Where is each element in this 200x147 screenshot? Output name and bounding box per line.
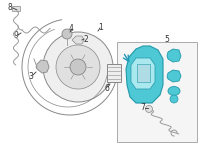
Text: 2: 2 — [84, 35, 88, 44]
Text: 6: 6 — [105, 83, 109, 92]
Circle shape — [62, 29, 72, 39]
Text: 8: 8 — [8, 2, 12, 11]
Circle shape — [146, 106, 153, 112]
Text: 4: 4 — [69, 24, 73, 32]
Ellipse shape — [168, 86, 180, 96]
Circle shape — [43, 32, 113, 102]
Text: 1: 1 — [99, 22, 103, 31]
Circle shape — [70, 59, 86, 75]
Polygon shape — [167, 70, 181, 82]
Polygon shape — [36, 60, 49, 73]
Bar — [107, 64, 121, 82]
Text: 9: 9 — [14, 30, 18, 40]
Circle shape — [56, 45, 100, 89]
Polygon shape — [72, 36, 84, 44]
Text: 5: 5 — [165, 35, 169, 44]
Text: 3: 3 — [29, 71, 33, 81]
Text: 7: 7 — [141, 103, 145, 112]
Polygon shape — [131, 58, 155, 89]
Bar — [137, 64, 150, 82]
Circle shape — [170, 95, 178, 103]
Bar — [12, 6, 20, 11]
Bar — [117, 42, 197, 142]
Polygon shape — [126, 46, 163, 103]
Polygon shape — [167, 49, 181, 62]
